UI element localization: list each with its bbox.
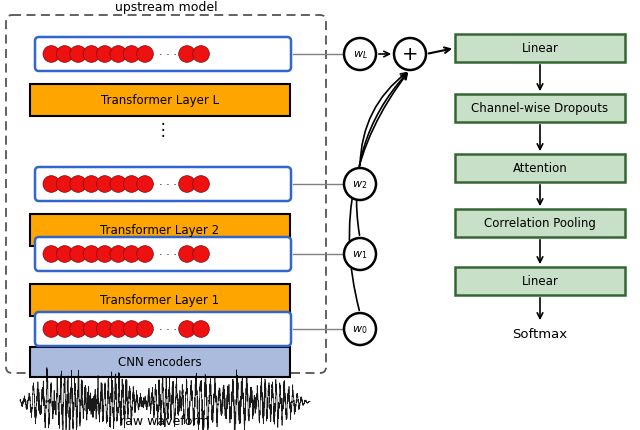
Bar (30, 284, 290, 316)
Text: $w_1$: $w_1$ (353, 249, 367, 260)
Text: upstream model: upstream model (115, 1, 218, 14)
Circle shape (56, 321, 73, 338)
Circle shape (43, 176, 60, 193)
Circle shape (83, 176, 100, 193)
Text: $w_L$: $w_L$ (353, 49, 367, 61)
Text: Softmax: Softmax (513, 327, 568, 340)
Text: Correlation Pooling: Correlation Pooling (484, 217, 596, 230)
Text: Transformer Layer 2: Transformer Layer 2 (100, 224, 220, 237)
FancyBboxPatch shape (35, 38, 291, 72)
Circle shape (97, 246, 113, 263)
FancyBboxPatch shape (35, 168, 291, 202)
Circle shape (97, 176, 113, 193)
Circle shape (124, 321, 140, 338)
Bar (455, 35, 625, 63)
Text: $w_0$: $w_0$ (352, 323, 368, 335)
Text: · · ·: · · · (159, 324, 177, 334)
FancyBboxPatch shape (35, 312, 291, 346)
Text: ⋮: ⋮ (155, 121, 172, 139)
Circle shape (179, 176, 195, 193)
Circle shape (43, 246, 60, 263)
Circle shape (83, 46, 100, 63)
Circle shape (193, 246, 209, 263)
Circle shape (137, 246, 154, 263)
Circle shape (110, 321, 127, 338)
Circle shape (179, 246, 195, 263)
Circle shape (193, 46, 209, 63)
Text: · · ·: · · · (159, 50, 177, 60)
Circle shape (83, 321, 100, 338)
Text: Linear: Linear (522, 43, 559, 55)
Circle shape (70, 246, 86, 263)
Circle shape (110, 176, 127, 193)
Circle shape (124, 46, 140, 63)
Circle shape (56, 246, 73, 263)
Text: Channel-wise Dropouts: Channel-wise Dropouts (472, 102, 609, 115)
Text: $w_2$: $w_2$ (353, 179, 367, 190)
Circle shape (344, 169, 376, 200)
Circle shape (137, 46, 154, 63)
Circle shape (110, 246, 127, 263)
Bar (30, 85, 290, 117)
Bar (455, 155, 625, 183)
Circle shape (83, 246, 100, 263)
Bar (30, 215, 290, 246)
Circle shape (344, 39, 376, 71)
Text: Transformer Layer L: Transformer Layer L (101, 94, 219, 107)
Circle shape (124, 246, 140, 263)
Circle shape (97, 321, 113, 338)
Circle shape (344, 239, 376, 270)
Text: · · ·: · · · (159, 180, 177, 190)
Circle shape (97, 46, 113, 63)
Bar (455, 95, 625, 123)
Circle shape (70, 321, 86, 338)
Text: Transformer Layer 1: Transformer Layer 1 (100, 294, 220, 307)
Circle shape (56, 46, 73, 63)
Circle shape (137, 321, 154, 338)
Circle shape (394, 39, 426, 71)
Circle shape (193, 176, 209, 193)
Text: Linear: Linear (522, 275, 559, 288)
Circle shape (43, 321, 60, 338)
Bar (455, 209, 625, 237)
Bar (30, 347, 290, 377)
Circle shape (179, 46, 195, 63)
Circle shape (43, 46, 60, 63)
Circle shape (70, 176, 86, 193)
Text: Attention: Attention (513, 162, 568, 175)
Circle shape (137, 176, 154, 193)
Circle shape (110, 46, 127, 63)
Circle shape (344, 313, 376, 345)
Text: CNN encoders: CNN encoders (118, 356, 202, 369)
Circle shape (179, 321, 195, 338)
FancyBboxPatch shape (35, 237, 291, 271)
Text: · · ·: · · · (159, 249, 177, 259)
Circle shape (193, 321, 209, 338)
Circle shape (56, 176, 73, 193)
Circle shape (124, 176, 140, 193)
Text: +: + (402, 46, 419, 64)
Bar (455, 267, 625, 295)
Text: raw waveform: raw waveform (120, 414, 210, 427)
Circle shape (70, 46, 86, 63)
